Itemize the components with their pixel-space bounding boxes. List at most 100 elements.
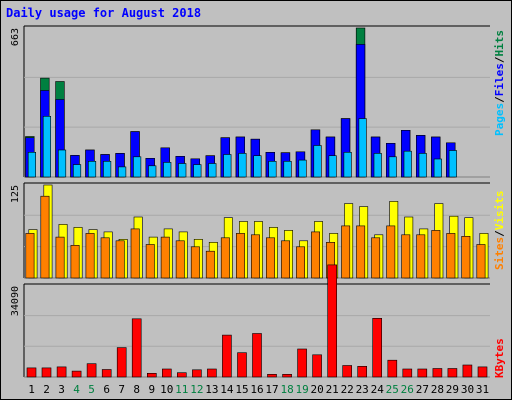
x-axis-labels: 1 2 3 4 5 6 7 8 9 10 11 12 13 14 15 16 17 18 19 20 21 22 23 24 2… <box>28 383 489 396</box>
bar-pages-day-16 <box>253 155 262 178</box>
bar-kbytes-day-14 <box>222 334 232 378</box>
y-max-label: 125 <box>10 185 21 203</box>
legend-part: / <box>493 56 506 63</box>
bar-pages-day-22 <box>343 152 352 178</box>
bar-kbytes-day-4 <box>71 370 82 378</box>
bar-sites-day-20 <box>311 231 320 279</box>
bar-pages-day-5 <box>88 161 97 178</box>
bar-kbytes-day-12 <box>192 369 202 378</box>
bar-sites-day-5 <box>85 233 95 279</box>
bar-sites-day-2 <box>40 195 50 279</box>
legend-part: KBytes <box>493 338 506 378</box>
bar-pages-day-21 <box>328 155 337 178</box>
legend-part: Files <box>493 63 506 96</box>
bar-sites-day-23 <box>356 225 366 279</box>
x-tick-label: 27 <box>416 383 429 396</box>
bar-sites-day-3 <box>55 236 65 279</box>
x-tick-label: 24 <box>371 383 385 396</box>
x-tick-label: 6 <box>103 383 110 396</box>
bar-kbytes-day-19 <box>297 348 307 378</box>
bar-kbytes-day-28 <box>432 368 443 378</box>
bar-kbytes-day-16 <box>252 333 262 378</box>
bar-sites-day-19 <box>296 246 305 279</box>
x-tick-label: 14 <box>220 383 234 396</box>
legend-label: Sites/Visits <box>493 191 506 271</box>
legend-part: / <box>493 96 506 103</box>
legend-part: / <box>493 230 506 237</box>
x-tick-label: 11 <box>175 383 188 396</box>
bar-kbytes-day-21 <box>327 264 338 378</box>
x-tick-label: 12 <box>190 383 203 396</box>
chart-panels: 663 125 34090 <box>10 25 490 378</box>
bar-pages-day-12 <box>193 164 202 178</box>
x-tick-label: 17 <box>265 383 278 396</box>
x-tick-label: 25 <box>386 383 399 396</box>
bar-sites-day-27 <box>416 234 426 279</box>
bar-kbytes-day-2 <box>41 367 52 378</box>
x-tick-label: 23 <box>356 383 369 396</box>
bar-pages-day-6 <box>103 161 112 178</box>
bar-pages-day-18 <box>283 161 292 178</box>
bar-pages-day-15 <box>238 153 247 178</box>
bar-pages-day-24 <box>373 153 382 178</box>
x-tick-label: 9 <box>148 383 155 396</box>
x-tick-label: 15 <box>235 383 248 396</box>
x-tick-label: 18 <box>280 383 293 396</box>
bar-pages-day-11 <box>178 163 187 178</box>
bar-kbytes-day-5 <box>86 363 97 378</box>
x-tick-label: 16 <box>250 383 263 396</box>
x-tick-label: 4 <box>73 383 80 396</box>
bar-pages-day-26 <box>403 150 412 178</box>
bar-kbytes-day-26 <box>402 368 413 378</box>
bar-sites-day-29 <box>446 233 456 279</box>
bar-pages-day-27 <box>418 153 427 178</box>
bar-pages-day-28 <box>433 158 442 178</box>
bar-pages-day-9 <box>148 165 157 178</box>
bar-kbytes-day-15 <box>237 352 247 378</box>
x-tick-label: 28 <box>431 383 444 396</box>
y-max-label: 34090 <box>10 286 21 316</box>
bar-kbytes-day-11 <box>177 372 187 378</box>
bar-pages-day-4 <box>73 164 82 178</box>
bar-pages-day-8 <box>133 156 142 178</box>
bar-kbytes-day-27 <box>417 368 428 378</box>
x-tick-label: 29 <box>446 383 459 396</box>
bar-sites-day-22 <box>341 225 351 279</box>
bar-kbytes-day-13 <box>207 368 217 378</box>
bar-kbytes-day-10 <box>162 368 172 378</box>
x-tick-label: 30 <box>461 383 474 396</box>
bar-kbytes-day-22 <box>342 365 353 378</box>
bar-sites-day-30 <box>461 236 471 279</box>
x-tick-label: 5 <box>88 383 95 396</box>
bar-sites-day-6 <box>100 237 110 279</box>
bar-sites-day-25 <box>386 225 396 279</box>
bar-sites-day-17 <box>265 237 275 279</box>
bar-pages-day-2 <box>42 116 52 178</box>
y-max-label: 663 <box>10 28 21 46</box>
bar-kbytes-day-7 <box>116 347 127 378</box>
bar-sites-day-24 <box>371 237 381 279</box>
bar-pages-day-25 <box>388 156 397 178</box>
x-tick-label: 19 <box>295 383 308 396</box>
bar-sites-day-1 <box>25 233 35 279</box>
bar-kbytes-day-30 <box>462 364 473 378</box>
bar-kbytes-day-20 <box>312 354 322 378</box>
bar-sites-day-8 <box>130 228 140 279</box>
bar-kbytes-day-3 <box>56 366 67 378</box>
bar-sites-day-7 <box>115 240 125 279</box>
bar-sites-day-11 <box>175 240 185 279</box>
x-tick-label: 22 <box>341 383 354 396</box>
x-tick-label: 26 <box>401 383 414 396</box>
legend-part: Visits <box>493 191 506 231</box>
legend-label: Pages/Files/Hits <box>493 30 506 136</box>
bar-sites-day-12 <box>190 246 200 279</box>
bar-kbytes-day-17 <box>267 373 277 378</box>
bar-kbytes-day-29 <box>447 368 458 378</box>
legend-part: Sites <box>493 237 506 270</box>
x-tick-label: 8 <box>133 383 140 396</box>
bar-pages-day-10 <box>163 162 172 178</box>
bar-pages-day-19 <box>298 159 307 178</box>
bar-kbytes-day-24 <box>372 317 383 378</box>
